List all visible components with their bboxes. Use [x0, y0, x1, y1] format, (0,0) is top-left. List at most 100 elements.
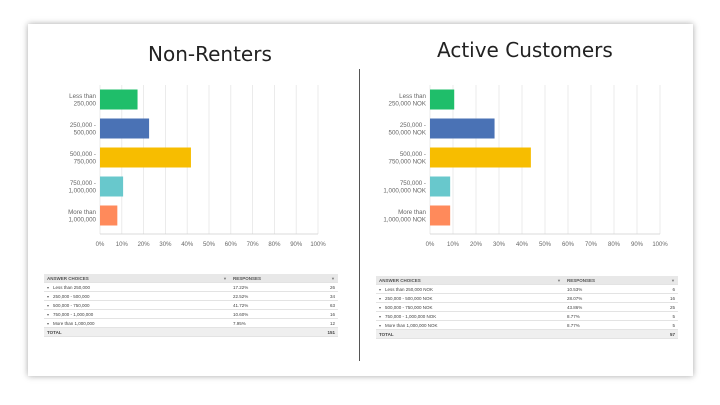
response-count: 34 [286, 291, 338, 301]
response-percent: 41.72% [230, 300, 286, 310]
total-value: 57 [626, 329, 678, 339]
left-responses-table: ANSWER CHOICES ▼ RESPONSES ▼ ▾ Less than … [44, 274, 338, 337]
category-label-line: Less than [69, 93, 96, 100]
bar-2 [100, 147, 191, 168]
category-label: More than 1,000,000 [68, 209, 96, 224]
x-tick-label: 30% [159, 242, 172, 248]
x-tick-label: 50% [203, 242, 216, 248]
panel-divider [359, 69, 360, 361]
expand-caret-icon[interactable]: ▾ [379, 322, 382, 328]
expand-caret-icon[interactable]: ▾ [379, 295, 382, 301]
response-count: 63 [286, 300, 338, 310]
active-customers-bar-chart: Less than 250,000 NOK 250,000 -500,000 NOK… [383, 85, 668, 248]
response-count: 5 [626, 320, 678, 330]
response-count: 5 [626, 311, 678, 321]
x-tick-label: 60% [225, 242, 238, 248]
table-row: ▾ 750,000 - 1,000,000 10.60% 16 [44, 309, 338, 319]
answer-choice-cell: ▾ More than 1,000,000 NOK [376, 320, 564, 330]
expand-caret-icon[interactable]: ▾ [47, 311, 50, 317]
total-value: 151 [286, 327, 338, 337]
bar-0 [100, 89, 138, 110]
category-label-line: 750,000 - [70, 180, 96, 187]
answer-choices-header[interactable]: ANSWER CHOICES ▼ [376, 276, 564, 285]
response-percent: 10.53% [564, 284, 626, 294]
category-label-line: 1,000,000 NOK [383, 217, 427, 224]
category-label-line: 500,000 - [400, 151, 426, 158]
answer-choice-cell: ▾ 250,000 - 500,000 NOK [376, 293, 564, 303]
answer-choice-label: 250,000 - 500,000 NOK [385, 295, 433, 301]
expand-caret-icon[interactable]: ▾ [47, 320, 50, 326]
x-tick-label: 20% [138, 242, 151, 248]
table-row: ▾ 250,000 - 500,000 22.52% 34 [44, 291, 338, 301]
category-label-line: 750,000 NOK [389, 159, 427, 166]
bar-3 [430, 176, 451, 197]
answer-choice-label: 500,000 - 750,000 [53, 302, 90, 308]
category-label: 250,000 -500,000 NOK [389, 122, 427, 137]
answer-choice-cell: ▾ 250,000 - 500,000 [44, 291, 230, 301]
x-tick-label: 10% [116, 242, 129, 248]
category-label-line: 1,000,000 [68, 188, 96, 195]
responses-sort-cell[interactable]: ▼ [626, 276, 678, 285]
x-tick-label: 90% [631, 242, 644, 248]
answer-choice-cell: ▾ Less than 250,000 NOK [376, 284, 564, 294]
x-tick-label: 0% [96, 242, 105, 248]
category-label: 750,000 -1,000,000 NOK [383, 180, 427, 195]
x-tick-label: 20% [470, 242, 483, 248]
bar-2 [430, 147, 531, 168]
sort-icon[interactable]: ▼ [331, 275, 335, 281]
response-percent: 17.22% [230, 282, 286, 292]
category-label-line: 750,000 - [400, 180, 426, 187]
category-label-line: 250,000 NOK [389, 101, 427, 108]
table-row: ▾ Less than 250,000 17.22% 26 [44, 282, 338, 292]
right-responses-table: ANSWER CHOICES ▼ RESPONSES ▼ ▾ Less than … [376, 276, 678, 339]
sort-icon[interactable]: ▼ [671, 277, 675, 283]
expand-caret-icon[interactable]: ▾ [47, 293, 50, 299]
expand-caret-icon[interactable]: ▾ [379, 286, 382, 292]
responses-sort-cell[interactable]: ▼ [286, 274, 338, 283]
category-label: Less than 250,000 [69, 93, 96, 108]
category-label-line: Less than [399, 93, 426, 100]
bar-1 [430, 118, 495, 139]
expand-caret-icon[interactable]: ▾ [379, 304, 382, 310]
x-tick-label: 40% [181, 242, 194, 248]
answer-choice-label: 250,000 - 500,000 [53, 293, 90, 299]
responses-header-label: RESPONSES [233, 275, 262, 281]
answer-choice-label: Less than 250,000 [53, 284, 91, 290]
x-tick-label: 60% [562, 242, 575, 248]
category-label: 500,000 -750,000 NOK [389, 151, 427, 166]
sort-icon[interactable]: ▼ [223, 275, 227, 281]
expand-caret-icon[interactable]: ▾ [47, 284, 50, 290]
answer-choice-cell: ▾ 500,000 - 750,000 NOK [376, 302, 564, 312]
category-label-line: 1,000,000 NOK [383, 188, 427, 195]
sort-icon[interactable]: ▼ [557, 277, 561, 283]
category-label-line: More than [398, 209, 426, 216]
category-label-line: 1,000,000 [68, 217, 96, 224]
response-count: 25 [626, 302, 678, 312]
right-panel-title: Active Customers [437, 38, 613, 62]
bar-1 [100, 118, 150, 139]
expand-caret-icon[interactable]: ▾ [47, 302, 50, 308]
category-label-line: 500,000 [74, 130, 97, 137]
table-row: ▾ More than 1,000,000 NOK 8.77% 5 [376, 320, 678, 330]
x-tick-label: 40% [516, 242, 529, 248]
table-row: ▾ 750,000 - 1,000,000 NOK 8.77% 5 [376, 311, 678, 321]
table-row: ▾ More than 1,000,000 7.95% 12 [44, 318, 338, 328]
category-label: 750,000 -1,000,000 [68, 180, 96, 195]
response-percent: 22.52% [230, 291, 286, 301]
x-tick-label: 50% [539, 242, 552, 248]
answer-choice-label: More than 1,000,000 [53, 320, 95, 326]
expand-caret-icon[interactable]: ▾ [379, 313, 382, 319]
response-count: 6 [626, 284, 678, 294]
answer-choices-header[interactable]: ANSWER CHOICES ▼ [44, 274, 230, 283]
category-label: 500,000 -750,000 [70, 151, 97, 166]
category-label-line: 250,000 [74, 101, 97, 108]
answer-choice-label: Less than 250,000 NOK [385, 286, 434, 292]
bar-3 [100, 176, 124, 197]
responses-header[interactable]: RESPONSES [230, 274, 286, 283]
responses-header[interactable]: RESPONSES [564, 276, 626, 285]
x-tick-label: 90% [290, 242, 303, 248]
response-percent: 10.60% [230, 309, 286, 319]
x-tick-label: 80% [268, 242, 281, 248]
table-header-row: ANSWER CHOICES ▼ RESPONSES ▼ [44, 274, 338, 283]
answer-choice-label: 500,000 - 750,000 NOK [385, 304, 433, 310]
